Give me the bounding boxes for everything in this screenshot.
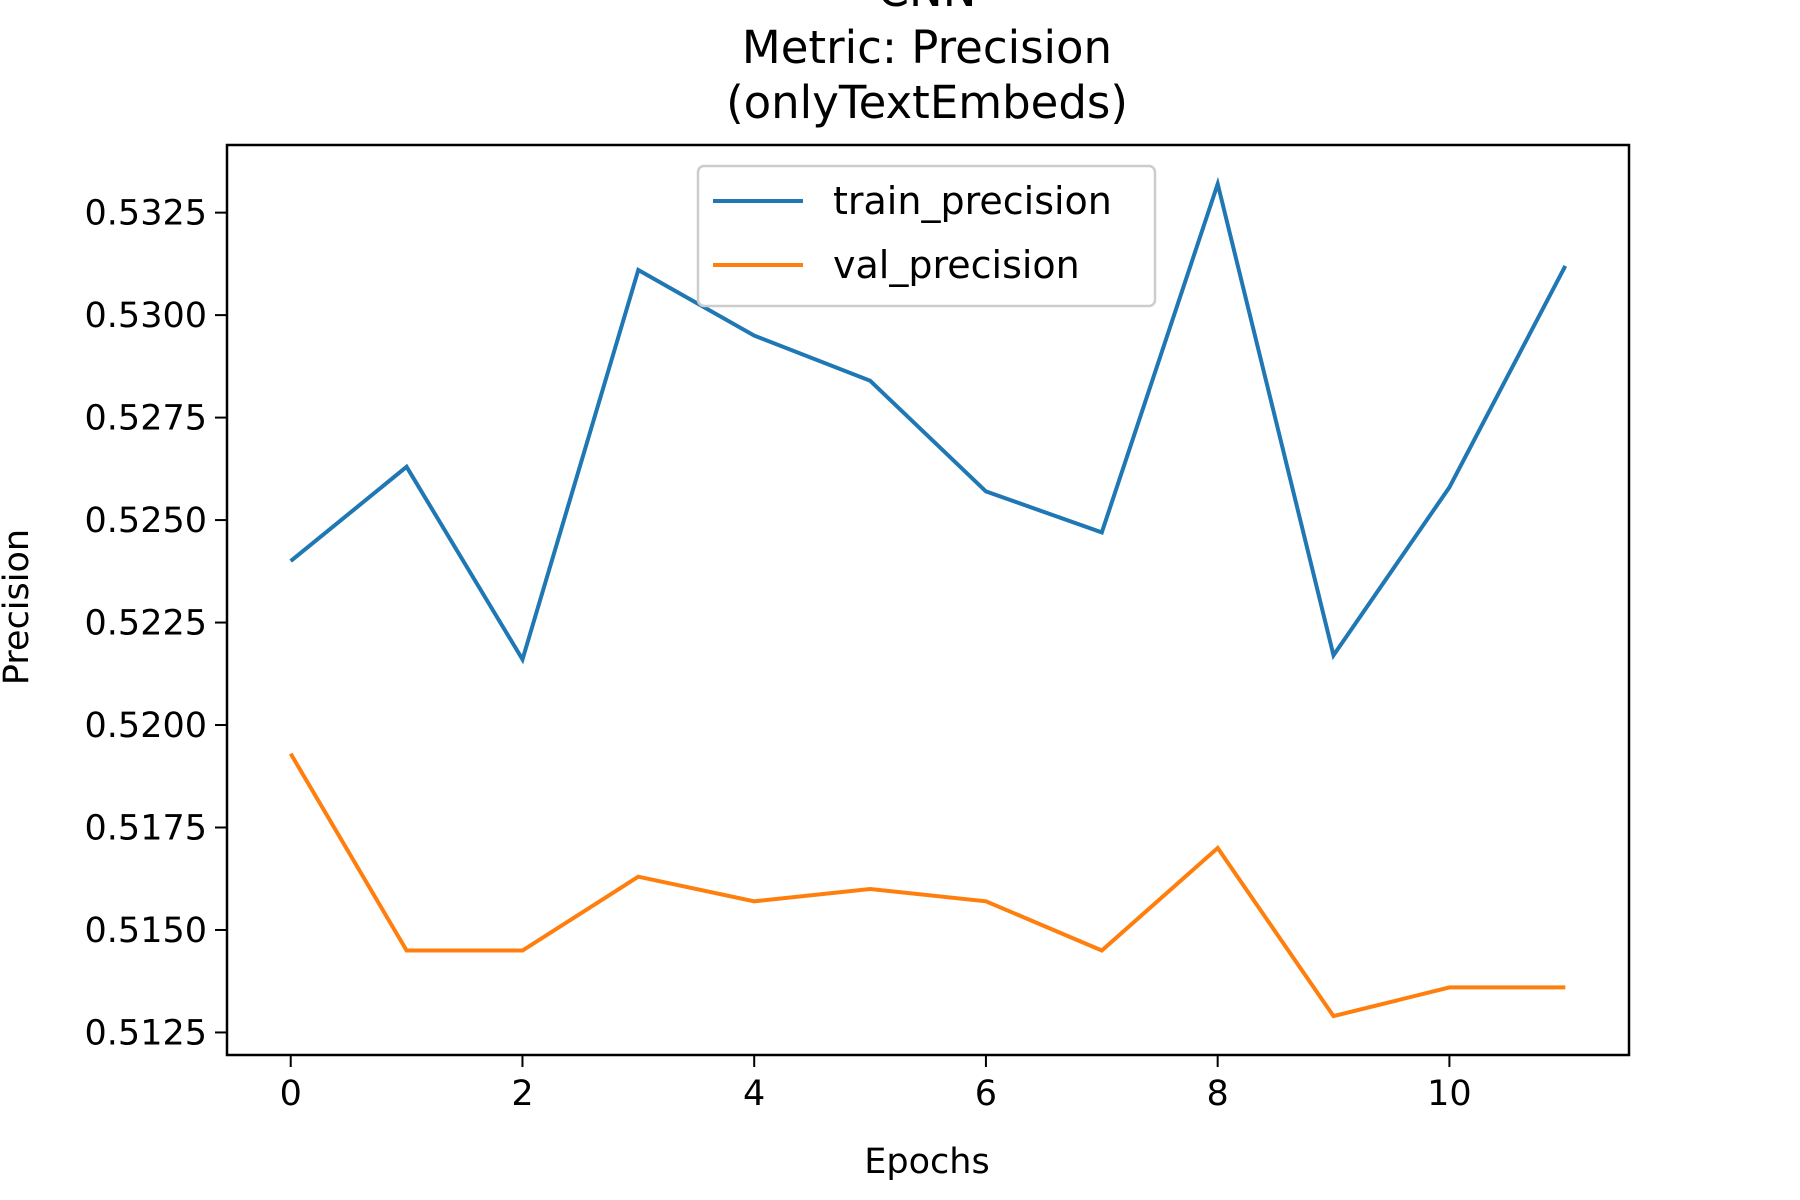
legend-label-train-precision: train_precision [833,179,1112,223]
chart-title: CNN Metric: Precision (onlyTextEmbeds) [726,0,1128,129]
y-tick-label: 0.5175 [85,809,207,849]
x-tick-label: 0 [280,1074,302,1114]
y-tick-label: 0.5125 [85,1013,207,1053]
plot-frame [225,143,1631,1057]
legend-label-val-precision: val_precision [833,243,1080,287]
x-tick-label: 8 [1207,1074,1229,1114]
y-tick-label: 0.5250 [85,501,207,541]
y-tick-label: 0.5225 [85,604,207,644]
y-tick-label: 0.5275 [85,399,207,439]
x-tick-label: 2 [511,1074,533,1114]
chart-title-line-3: (onlyTextEmbeds) [726,76,1128,129]
y-tick-label: 0.5200 [85,706,207,746]
y-tick-label: 0.5325 [85,194,207,234]
chart-title-line-2: Metric: Precision [742,21,1112,74]
x-tick-label: 4 [743,1074,765,1114]
x-axis-label: Epochs [864,1142,989,1182]
plot-area: 0 2 4 6 8 10 0.5125 0.5150 0.5175 0.5200 0.5225 0.5… [85,143,1631,1114]
series-line-val-precision [288,752,1566,1019]
legend-box [696,164,1157,308]
chart-title-line-1: CNN [878,0,977,17]
y-tick-label: 0.5300 [85,296,207,336]
x-tick-label: 6 [975,1074,997,1114]
legend: train_precision val_precision [696,164,1157,308]
y-tick-label: 0.5150 [85,911,207,951]
y-axis-label: Precision [0,529,37,685]
series-line-train-precision [289,176,1568,665]
x-tick-label: 10 [1427,1074,1472,1114]
